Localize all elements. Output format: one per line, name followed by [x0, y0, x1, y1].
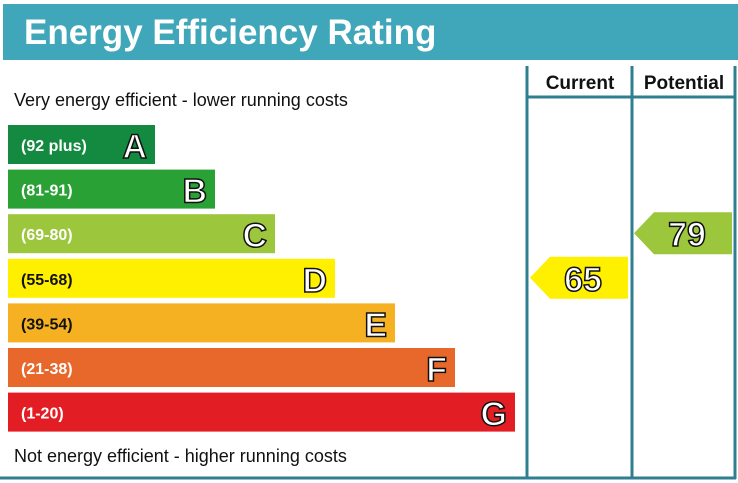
band-bar — [8, 214, 275, 254]
band-letter: C — [242, 217, 267, 255]
band-bar — [8, 348, 455, 387]
chart-title: Energy Efficiency Rating — [24, 13, 437, 52]
band-range: (21-38) — [21, 361, 73, 378]
band-a: (92 plus) A — [8, 125, 155, 167]
band-range: (1-20) — [21, 406, 64, 423]
potential-rating-arrow: 79 — [634, 212, 732, 255]
bottom-note: Not energy efficient - higher running co… — [14, 446, 347, 466]
band-letter: F — [426, 351, 447, 389]
band-letter: B — [182, 173, 207, 211]
band-letter: D — [302, 262, 327, 300]
rating-table-grid — [0, 66, 737, 480]
top-note: Very energy efficient - lower running co… — [14, 90, 348, 110]
band-range: (92 plus) — [21, 138, 87, 155]
band-letter: G — [481, 396, 507, 434]
band-letter: A — [122, 128, 147, 166]
band-e: (39-54) E — [8, 303, 395, 345]
band-range: (69-80) — [21, 227, 73, 244]
band-d: (55-68) D — [8, 258, 335, 301]
potential-rating-arrow-value: 79 — [668, 216, 706, 254]
band-bar — [8, 258, 335, 298]
band-range: (55-68) — [21, 272, 73, 289]
band-f: (21-38) F — [8, 348, 455, 390]
band-b: (81-91) B — [8, 169, 215, 211]
title-bar: Energy Efficiency Rating — [3, 4, 738, 60]
band-g: (1-20) G — [8, 392, 515, 434]
current-rating-arrow-shape — [530, 256, 628, 299]
current-rating-arrow-value: 65 — [564, 261, 602, 299]
band-bar — [8, 125, 155, 164]
potential-rating-arrow-shape — [634, 212, 732, 255]
band-c: (69-80) C — [8, 214, 275, 256]
band-range: (39-54) — [21, 316, 73, 333]
column-header-potential: Potential — [644, 73, 724, 94]
current-rating-arrow: 65 — [530, 256, 628, 300]
column-header-current: Current — [546, 73, 615, 94]
band-range: (81-91) — [21, 183, 73, 200]
band-letter: E — [364, 306, 387, 344]
band-bar — [8, 303, 395, 343]
band-bar — [8, 169, 215, 209]
band-bar — [8, 392, 515, 432]
